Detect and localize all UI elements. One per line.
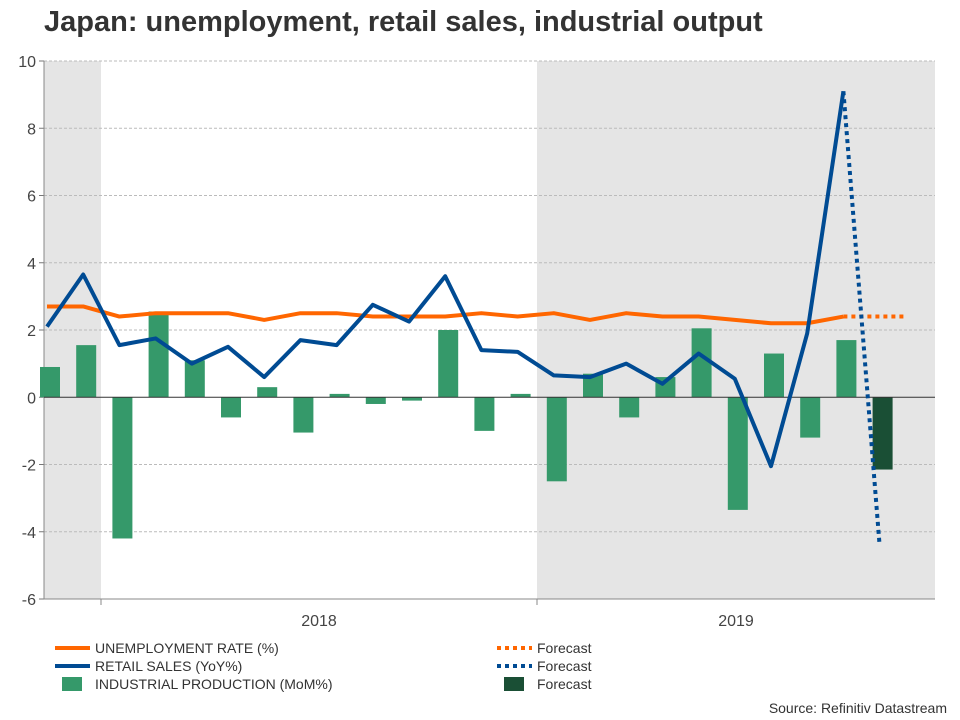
bar [76, 345, 97, 398]
x-tick-label: 2019 [718, 613, 754, 630]
bar [691, 328, 712, 398]
legend-retail-forecast: Forecast [537, 658, 592, 674]
bar [619, 397, 640, 418]
bar [365, 397, 386, 404]
bar [764, 353, 784, 398]
bar [800, 397, 821, 438]
bar [184, 360, 205, 398]
y-tick-label: -2 [22, 458, 36, 475]
legend-unemployment: UNEMPLOYMENT RATE (%) [95, 640, 279, 656]
line-retail-forecast [841, 91, 882, 546]
bar-forecast [872, 397, 893, 470]
y-tick-label: 0 [27, 390, 36, 407]
bar [727, 397, 748, 510]
bar [148, 311, 169, 398]
bar [112, 397, 133, 539]
y-tick-label: 8 [27, 121, 36, 138]
shade-2017 [44, 61, 101, 599]
bar [257, 387, 278, 398]
legend-swatch-industrial [62, 677, 82, 691]
bar [40, 366, 60, 398]
legend-industrial-forecast: Forecast [537, 676, 592, 692]
bar [474, 397, 495, 431]
legend-swatch-industrial-forecast [504, 677, 524, 691]
legend-retail: RETAIL SALES (YoY%) [95, 658, 243, 674]
line-unemployment [47, 304, 844, 326]
y-tick-label: 4 [27, 256, 36, 273]
source-note: Source: Refinitiv Datastream [768, 700, 947, 716]
legend-industrial: INDUSTRIAL PRODUCTION (MoM%) [95, 676, 333, 692]
bar [402, 397, 422, 401]
legend-unemployment-forecast: Forecast [537, 640, 592, 656]
chart-title: Japan: unemployment, retail sales, indus… [44, 6, 763, 38]
bar [583, 373, 603, 398]
bar [546, 397, 567, 482]
y-tick-label: 6 [27, 189, 36, 206]
x-tick-label: 2018 [301, 613, 337, 630]
bar [438, 330, 459, 398]
bar [836, 340, 857, 398]
line-retail [45, 90, 846, 469]
bar [510, 393, 531, 398]
y-tick-label: -4 [22, 525, 36, 542]
y-tick-label: -6 [22, 592, 36, 609]
y-tick-label: 2 [27, 323, 36, 340]
y-tick-label: 10 [18, 54, 36, 71]
bar [221, 397, 241, 418]
bar [293, 397, 314, 433]
bar [329, 393, 350, 398]
